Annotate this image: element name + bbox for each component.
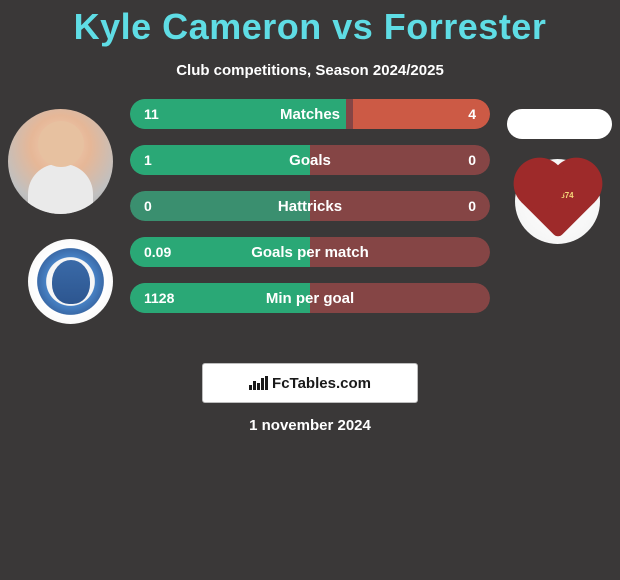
bar-value-right: 4	[468, 106, 476, 122]
bar-value-left: 0.09	[144, 244, 171, 260]
stat-bar: Goals1 0	[130, 145, 490, 175]
bar-label: Min per goal	[130, 290, 490, 307]
bar-value-left: 1	[144, 152, 152, 168]
stat-bars: Matches114Goals10Hattricks00Goals per ma…	[130, 99, 490, 313]
bar-value-left: 11	[144, 106, 159, 122]
branding-badge[interactable]: FcTables.com	[202, 363, 418, 403]
stat-bar: Matches11 4	[130, 99, 490, 129]
page-subtitle: Club competitions, Season 2024/2025	[176, 62, 444, 79]
player-right-avatar	[507, 109, 612, 139]
page-title: Kyle Cameron vs Forrester	[74, 6, 547, 48]
comparison-content: 1874 Matches114Goals10Hattricks00Goals p…	[0, 99, 620, 339]
branding-text: FcTables.com	[272, 375, 371, 392]
bar-label: Matches	[130, 106, 490, 123]
bar-value-right: 0	[468, 198, 476, 214]
bar-value-right: 0	[468, 152, 476, 168]
stat-bar: Goals per match0.09	[130, 237, 490, 267]
bar-value-left: 0	[144, 198, 152, 214]
club-left-crest	[52, 260, 90, 304]
stat-bar: Hattricks0 0	[130, 191, 490, 221]
club-left-badge	[28, 239, 113, 324]
chart-icon	[249, 376, 268, 390]
comparison-card: Kyle Cameron vs Forrester Club competiti…	[0, 0, 620, 434]
stat-bar: Min per goal1128	[130, 283, 490, 313]
club-right-badge: 1874	[515, 159, 600, 244]
club-right-crest-year: 1874	[544, 190, 584, 199]
bar-value-left: 1128	[144, 290, 174, 306]
bar-label: Goals per match	[130, 244, 490, 261]
club-right-crest: 1874	[521, 165, 595, 239]
bar-label: Goals	[130, 152, 490, 169]
player-left-avatar	[8, 109, 113, 214]
bar-label: Hattricks	[130, 198, 490, 215]
footer-date: 1 november 2024	[249, 417, 371, 434]
